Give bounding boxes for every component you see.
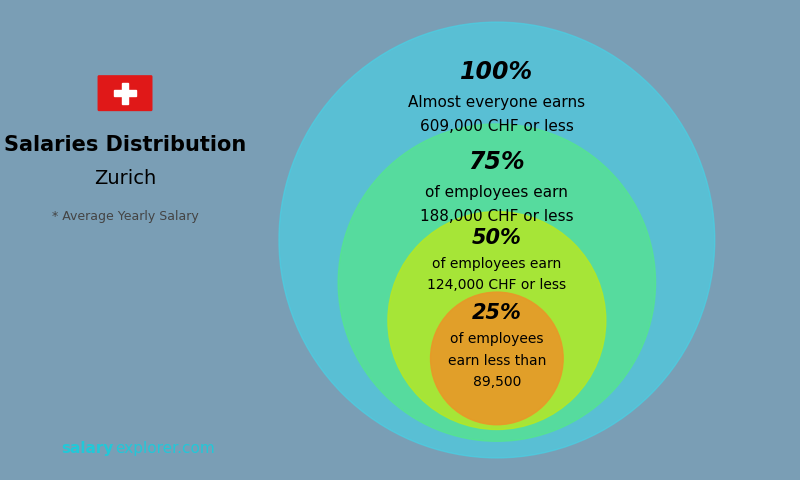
Text: Zurich: Zurich xyxy=(94,169,156,188)
Text: of employees earn: of employees earn xyxy=(432,257,562,271)
Text: 89,500: 89,500 xyxy=(473,375,521,389)
Ellipse shape xyxy=(430,292,563,425)
Text: 25%: 25% xyxy=(472,303,522,324)
Text: of employees earn: of employees earn xyxy=(426,185,568,200)
Bar xyxy=(114,90,136,96)
Text: salary: salary xyxy=(61,441,114,456)
Text: of employees: of employees xyxy=(450,333,543,347)
Ellipse shape xyxy=(388,212,606,430)
Text: Salaries Distribution: Salaries Distribution xyxy=(4,135,246,155)
Bar xyxy=(122,83,128,104)
Text: earn less than: earn less than xyxy=(448,354,546,368)
Text: 75%: 75% xyxy=(469,150,525,174)
Text: 100%: 100% xyxy=(460,60,534,84)
Text: 50%: 50% xyxy=(472,228,522,248)
Ellipse shape xyxy=(279,22,714,458)
Text: Almost everyone earns: Almost everyone earns xyxy=(408,95,586,110)
Text: 188,000 CHF or less: 188,000 CHF or less xyxy=(420,209,574,224)
Text: * Average Yearly Salary: * Average Yearly Salary xyxy=(52,210,198,223)
FancyBboxPatch shape xyxy=(98,75,153,111)
Text: explorer.com: explorer.com xyxy=(115,441,215,456)
Text: 609,000 CHF or less: 609,000 CHF or less xyxy=(420,119,574,134)
Text: 124,000 CHF or less: 124,000 CHF or less xyxy=(427,278,566,292)
Ellipse shape xyxy=(338,124,655,441)
